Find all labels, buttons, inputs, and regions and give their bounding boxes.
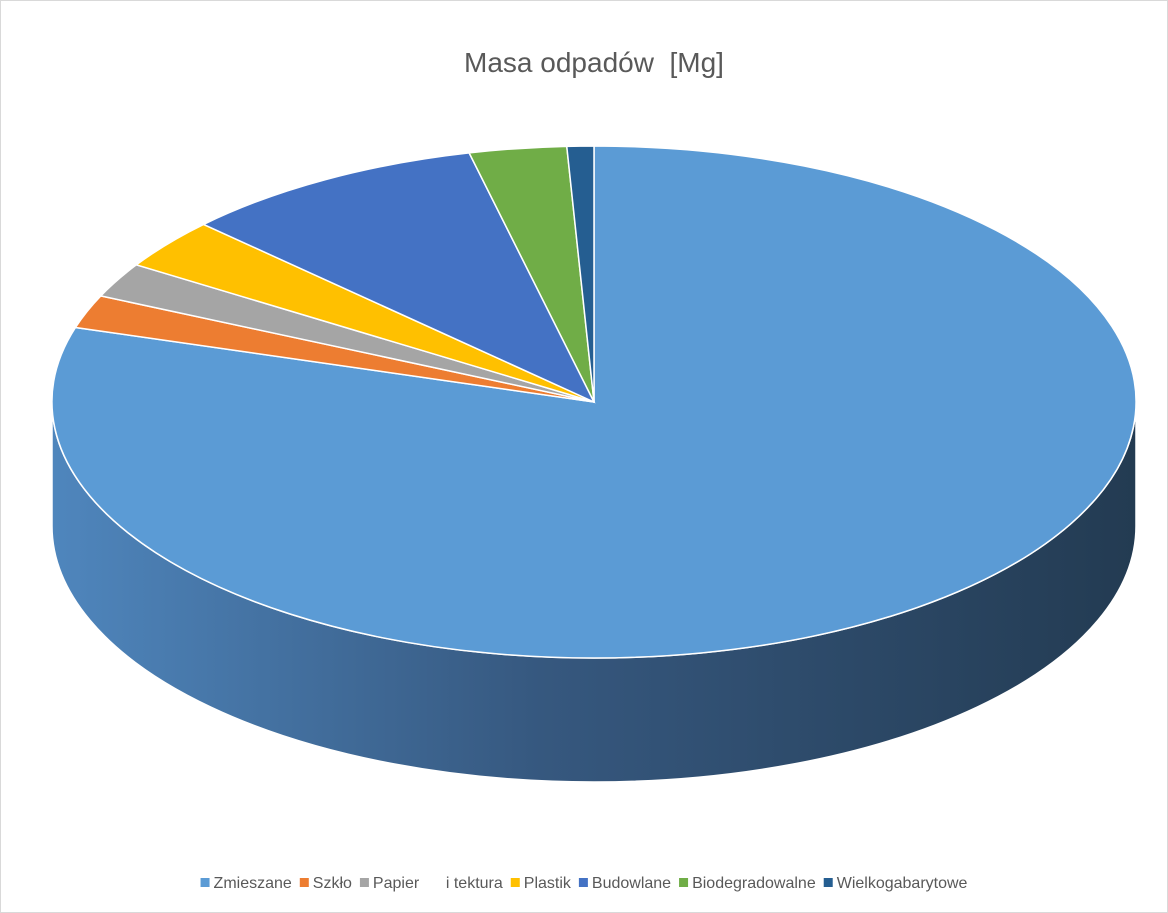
legend-swatch bbox=[359, 878, 369, 887]
legend-swatch bbox=[578, 878, 588, 887]
legend-label: Papier i tektura bbox=[373, 875, 503, 892]
pie-slice bbox=[201, 152, 596, 404]
legend-label: Budowlane bbox=[592, 875, 671, 892]
legend-label: Biodegradowalne bbox=[692, 875, 816, 892]
legend-label: Szkło bbox=[313, 875, 352, 892]
legend-label: Zmieszane bbox=[214, 875, 292, 892]
pie-slice bbox=[565, 145, 595, 403]
legend-label: Wielkogabarytowe bbox=[837, 875, 968, 892]
legend-swatch bbox=[823, 878, 833, 887]
legend-label: Plastik bbox=[524, 875, 572, 892]
legend-swatch bbox=[299, 878, 309, 887]
legend-swatch bbox=[679, 878, 689, 887]
legend-swatch bbox=[510, 878, 520, 887]
legend-swatch bbox=[200, 878, 210, 887]
chart-title: Masa odpadów [Mg] bbox=[464, 47, 724, 78]
